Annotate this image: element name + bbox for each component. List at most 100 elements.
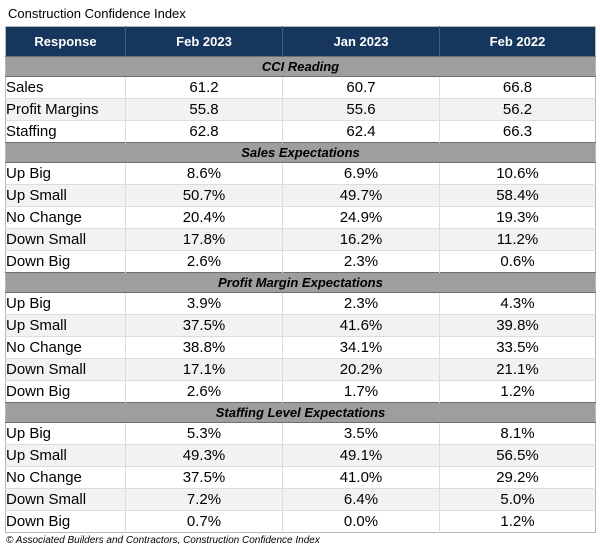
table-row: Sales 61.2 60.7 66.8 (5, 76, 596, 99)
cell-value: 24.9% (282, 206, 440, 229)
cell-value: 5.0% (439, 488, 596, 511)
cell-value: 38.8% (125, 336, 283, 359)
cell-value: 17.1% (125, 358, 283, 381)
cell-value: 21.1% (439, 358, 596, 381)
section-header: CCI Reading (5, 56, 596, 77)
cell-value: 37.5% (125, 314, 283, 337)
cell-value: 6.4% (282, 488, 440, 511)
cell-value: 41.0% (282, 466, 440, 489)
table-row: Up Big 8.6% 6.9% 10.6% (5, 162, 596, 185)
cell-value: 0.7% (125, 510, 283, 533)
page-title: Construction Confidence Index (8, 6, 186, 21)
cell-value: 3.5% (282, 422, 440, 445)
table-row: Down Small 17.8% 16.2% 11.2% (5, 228, 596, 251)
row-label: Up Big (5, 162, 126, 185)
cell-value: 49.3% (125, 444, 283, 467)
row-label: No Change (5, 206, 126, 229)
table-row: Down Small 7.2% 6.4% 5.0% (5, 488, 596, 511)
table-row: Profit Margins 55.8 55.6 56.2 (5, 98, 596, 121)
cell-value: 8.6% (125, 162, 283, 185)
cell-value: 55.8 (125, 98, 283, 121)
row-label: Down Big (5, 380, 126, 403)
cell-value: 50.7% (125, 184, 283, 207)
cell-value: 39.8% (439, 314, 596, 337)
cell-value: 8.1% (439, 422, 596, 445)
cell-value: 17.8% (125, 228, 283, 251)
cell-value: 62.4 (282, 120, 440, 143)
source-note: © Associated Builders and Contractors, C… (6, 535, 320, 544)
row-label: Sales (5, 76, 126, 99)
section-header: Profit Margin Expectations (5, 272, 596, 293)
table-row: Up Small 49.3% 49.1% 56.5% (5, 444, 596, 467)
table-row: Staffing 62.8 62.4 66.3 (5, 120, 596, 143)
row-label: Down Small (5, 228, 126, 251)
row-label: Down Small (5, 358, 126, 381)
cell-value: 66.3 (439, 120, 596, 143)
section-header-row: Sales Expectations (5, 142, 596, 163)
cell-value: 33.5% (439, 336, 596, 359)
table-row: Up Small 37.5% 41.6% 39.8% (5, 314, 596, 337)
section-header-row: Staffing Level Expectations (5, 402, 596, 423)
cell-value: 41.6% (282, 314, 440, 337)
cell-value: 60.7 (282, 76, 440, 99)
cci-table: Response Feb 2023 Jan 2023 Feb 2022 CCI … (5, 26, 596, 533)
cell-value: 10.6% (439, 162, 596, 185)
cell-value: 5.3% (125, 422, 283, 445)
cell-value: 0.6% (439, 250, 596, 273)
row-label: Up Big (5, 292, 126, 315)
cell-value: 1.7% (282, 380, 440, 403)
row-label: No Change (5, 466, 126, 489)
row-label: Up Small (5, 444, 126, 467)
cell-value: 1.2% (439, 380, 596, 403)
row-label: Staffing (5, 120, 126, 143)
cell-value: 3.9% (125, 292, 283, 315)
table-row: Up Big 5.3% 3.5% 8.1% (5, 422, 596, 445)
cell-value: 20.4% (125, 206, 283, 229)
cell-value: 62.8 (125, 120, 283, 143)
table-row: Up Small 50.7% 49.7% 58.4% (5, 184, 596, 207)
column-header-feb-2022: Feb 2022 (439, 26, 596, 57)
row-label: Up Big (5, 422, 126, 445)
cell-value: 2.3% (282, 250, 440, 273)
cell-value: 2.3% (282, 292, 440, 315)
row-label: No Change (5, 336, 126, 359)
cell-value: 6.9% (282, 162, 440, 185)
column-header-jan-2023: Jan 2023 (282, 26, 440, 57)
table-header-row: Response Feb 2023 Jan 2023 Feb 2022 (5, 26, 596, 57)
table-row: No Change 38.8% 34.1% 33.5% (5, 336, 596, 359)
cell-value: 2.6% (125, 380, 283, 403)
cell-value: 55.6 (282, 98, 440, 121)
cell-value: 34.1% (282, 336, 440, 359)
row-label: Down Big (5, 250, 126, 273)
table-row: Down Small 17.1% 20.2% 21.1% (5, 358, 596, 381)
row-label: Up Small (5, 314, 126, 337)
cell-value: 0.0% (282, 510, 440, 533)
table-row: Down Big 2.6% 2.3% 0.6% (5, 250, 596, 273)
cell-value: 49.7% (282, 184, 440, 207)
section-header: Staffing Level Expectations (5, 402, 596, 423)
row-label: Down Big (5, 510, 126, 533)
cell-value: 49.1% (282, 444, 440, 467)
table-row: Down Big 0.7% 0.0% 1.2% (5, 510, 596, 533)
cell-value: 61.2 (125, 76, 283, 99)
section-header-row: CCI Reading (5, 56, 596, 77)
cell-value: 1.2% (439, 510, 596, 533)
cell-value: 58.4% (439, 184, 596, 207)
cell-value: 66.8 (439, 76, 596, 99)
cell-value: 56.2 (439, 98, 596, 121)
column-header-feb-2023: Feb 2023 (125, 26, 283, 57)
cell-value: 4.3% (439, 292, 596, 315)
row-label: Down Small (5, 488, 126, 511)
cell-value: 7.2% (125, 488, 283, 511)
cell-value: 11.2% (439, 228, 596, 251)
cell-value: 37.5% (125, 466, 283, 489)
table-row: Down Big 2.6% 1.7% 1.2% (5, 380, 596, 403)
cell-value: 16.2% (282, 228, 440, 251)
cell-value: 20.2% (282, 358, 440, 381)
column-header-response: Response (5, 26, 126, 57)
row-label: Profit Margins (5, 98, 126, 121)
table-row: No Change 20.4% 24.9% 19.3% (5, 206, 596, 229)
table-row: No Change 37.5% 41.0% 29.2% (5, 466, 596, 489)
cell-value: 56.5% (439, 444, 596, 467)
